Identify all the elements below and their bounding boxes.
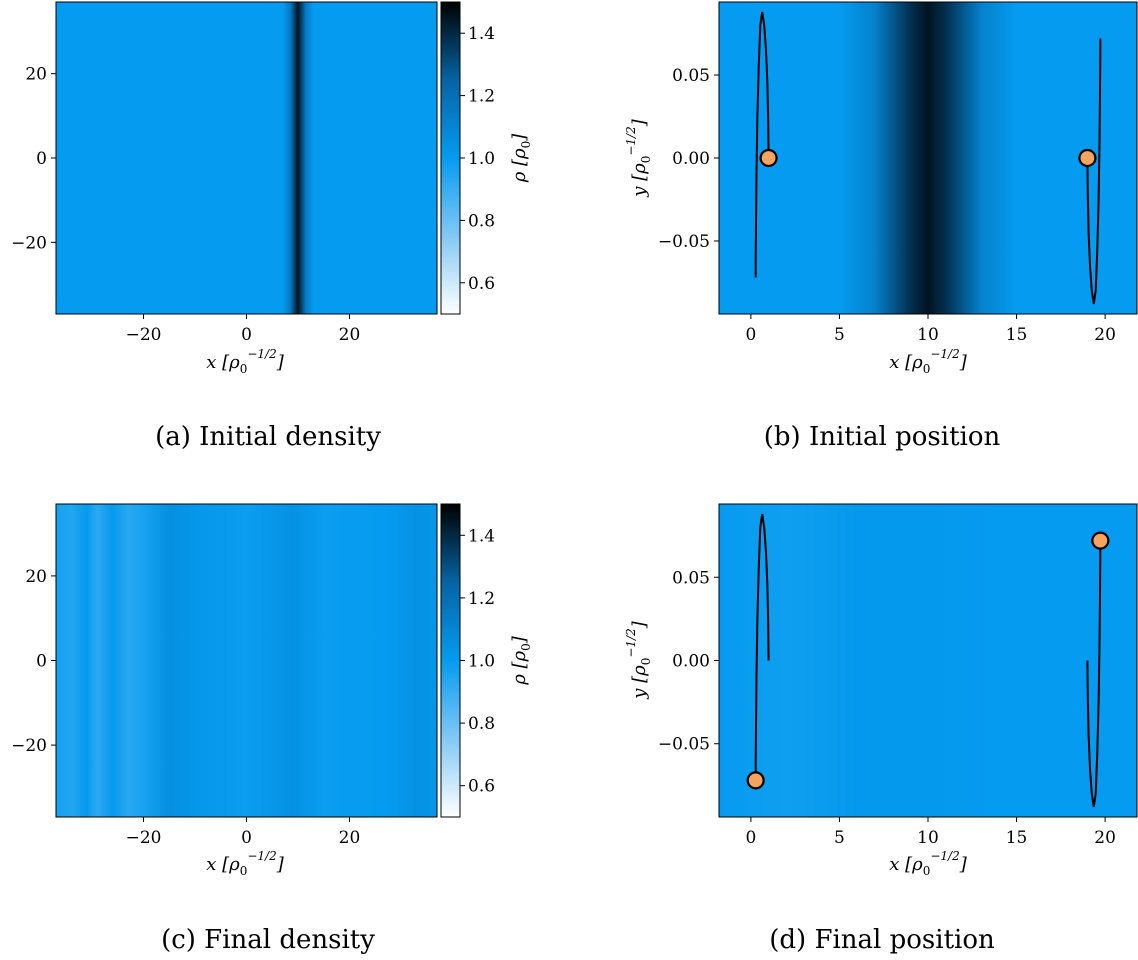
x-tick-label: 5: [834, 325, 845, 345]
x-tick-label: 10: [917, 325, 939, 345]
colorbar: 1.4 1.2 1.0 0.8 0.6 ρ [ρ0]: [440, 1, 533, 315]
svg-text:ρ [ρ0]: ρ [ρ0]: [509, 635, 533, 686]
y-tick-label: −20: [11, 736, 47, 756]
colorbar-tick-label: 1.2: [468, 589, 495, 609]
x-tick-label: 20: [1094, 828, 1116, 848]
panel-caption: (c) Final density: [161, 925, 375, 955]
colorbar-tick-label: 0.8: [468, 211, 495, 231]
y-tick-label: 0.00: [672, 149, 710, 169]
trajectory-line-2: [1086, 540, 1102, 808]
particle-marker-2: [1091, 531, 1110, 550]
colorbar: 1.4 1.2 1.0 0.8 0.6 ρ [ρ0]: [440, 503, 533, 818]
x-tick-label: 10: [917, 828, 939, 848]
density-field: [56, 2, 437, 314]
svg-text:y [ρ0−1/2]: y [ρ0−1/2]: [624, 118, 653, 198]
colorbar-label: ρ [ρ0]: [509, 133, 533, 184]
x-axis-label: x [ρ0−1/2]: [889, 849, 968, 878]
y-tick-label: 0: [36, 149, 47, 169]
x-tick-label: 20: [339, 325, 361, 345]
x-tick-label: 5: [834, 828, 845, 848]
panel-c: −20 0 20 20 0 −20 x [ρ0−1/2] 1.4 1.2 1.0 0.8 0.6 ρ […: [11, 503, 533, 955]
particle-marker-1: [759, 148, 778, 168]
x-tick-label: 20: [1094, 325, 1116, 345]
colorbar-tick-label: 0.6: [468, 274, 495, 294]
x-tick-label: 0: [745, 828, 756, 848]
svg-text:ρ [ρ0]: ρ [ρ0]: [509, 133, 533, 184]
particle-marker-1: [746, 771, 765, 790]
y-tick-label: 0.05: [672, 66, 710, 86]
x-tick-label: 0: [745, 325, 756, 345]
trajectory-line-1: [754, 11, 770, 278]
particle-marker-2: [1078, 148, 1097, 168]
y-axis-label: y [ρ0−1/2]: [624, 118, 653, 198]
x-axis-label: x [ρ0−1/2]: [889, 347, 968, 376]
panel-a: −20 0 20 20 0 −20 x [ρ0−1/2] 1.4 1.2 1.0 0.8 0.6 ρ […: [11, 1, 533, 452]
y-tick-label: 20: [25, 65, 47, 85]
x-tick-label: −20: [126, 325, 162, 345]
y-tick-label: 0: [36, 652, 47, 672]
x-axis-label: x [ρ0−1/2]: [206, 347, 285, 376]
panel-caption: (a) Initial density: [155, 422, 381, 452]
svg-text:x [ρ0−1/2]: x [ρ0−1/2]: [889, 347, 968, 376]
colorbar-tick-label: 1.0: [468, 652, 495, 672]
colorbar-tick-label: 1.2: [468, 87, 495, 107]
y-tick-label: 20: [25, 567, 47, 587]
trajectory-line-2: [1086, 38, 1102, 305]
density-field: [719, 504, 1137, 817]
y-tick-label: −0.05: [658, 232, 710, 252]
y-tick-label: 0.00: [672, 652, 710, 672]
colorbar-gradient: [440, 1, 461, 315]
colorbar-tick-label: 0.8: [468, 714, 495, 734]
panel-caption: (b) Initial position: [764, 422, 1001, 452]
panel-d: 0 5 10 15 20 0.05 0.00 −0.05 x [ρ0−1/2] y [ρ0−1/2…: [624, 503, 1138, 955]
colorbar-tick-label: 1.4: [468, 526, 495, 546]
x-tick-label: 20: [339, 828, 361, 848]
x-tick-label: 15: [1006, 828, 1028, 848]
density-field: [56, 504, 437, 817]
y-tick-label: −0.05: [658, 735, 710, 755]
y-tick-label: −20: [11, 233, 47, 253]
colorbar-tick-label: 0.6: [468, 777, 495, 797]
x-tick-label: 0: [241, 828, 252, 848]
y-axis-label: y [ρ0−1/2]: [624, 620, 653, 700]
colorbar-tick-label: 1.0: [468, 149, 495, 169]
svg-text:x [ρ0−1/2]: x [ρ0−1/2]: [206, 347, 285, 376]
panel-caption: (d) Final position: [769, 925, 995, 955]
colorbar-tick-label: 1.4: [468, 24, 495, 44]
x-tick-label: −20: [126, 828, 162, 848]
svg-text:x [ρ0−1/2]: x [ρ0−1/2]: [206, 849, 285, 878]
density-field: [719, 2, 1137, 314]
trajectory-line-1: [754, 513, 770, 781]
svg-text:x [ρ0−1/2]: x [ρ0−1/2]: [889, 849, 968, 878]
y-tick-label: 0.05: [672, 568, 710, 588]
x-tick-label: 15: [1006, 325, 1028, 345]
svg-text:y [ρ0−1/2]: y [ρ0−1/2]: [624, 620, 653, 700]
x-axis-label: x [ρ0−1/2]: [206, 849, 285, 878]
colorbar-label: ρ [ρ0]: [509, 635, 533, 686]
panel-b: 0 5 10 15 20 0.05 0.00 −0.05 x [ρ0−1/2] y [ρ0−1/2…: [624, 1, 1138, 452]
x-tick-label: 0: [241, 325, 252, 345]
colorbar-gradient: [440, 503, 461, 818]
